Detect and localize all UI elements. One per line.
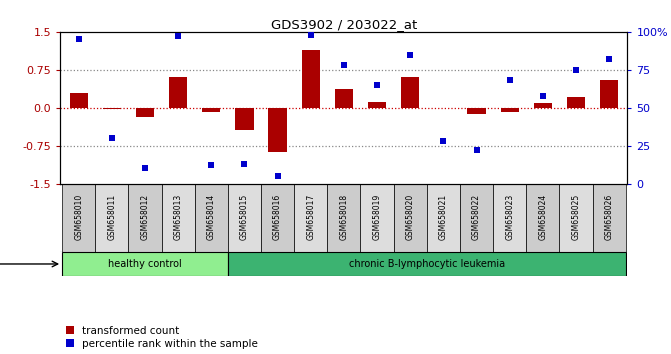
Text: GSM658018: GSM658018	[340, 194, 348, 240]
Bar	[103, 108, 121, 109]
Bar	[368, 102, 386, 108]
Bar	[501, 108, 519, 112]
Bar	[394, 184, 427, 252]
Point	[537, 93, 548, 98]
Bar	[268, 108, 287, 152]
Point	[239, 161, 250, 167]
Text: GSM658020: GSM658020	[406, 194, 415, 240]
Text: GSM658017: GSM658017	[306, 194, 315, 240]
Point	[604, 56, 615, 62]
Bar	[62, 252, 228, 276]
Title: GDS3902 / 203022_at: GDS3902 / 203022_at	[271, 18, 417, 31]
Bar	[294, 184, 327, 252]
Bar	[526, 184, 560, 252]
Bar	[335, 88, 353, 108]
Bar	[427, 184, 460, 252]
Bar	[560, 184, 592, 252]
Text: GSM658022: GSM658022	[472, 194, 481, 240]
Bar	[360, 184, 394, 252]
Text: GSM658016: GSM658016	[273, 194, 282, 240]
Text: GSM658014: GSM658014	[207, 194, 216, 240]
Bar	[600, 80, 618, 108]
Bar	[70, 92, 88, 108]
Bar	[62, 184, 95, 252]
Bar	[236, 108, 254, 131]
Point	[570, 67, 581, 73]
Text: healthy control: healthy control	[108, 259, 182, 269]
Bar	[401, 78, 419, 108]
Point	[172, 34, 183, 39]
Bar	[228, 252, 626, 276]
Text: GSM658013: GSM658013	[174, 194, 183, 240]
Text: chronic B-lymphocytic leukemia: chronic B-lymphocytic leukemia	[349, 259, 505, 269]
Point	[272, 173, 283, 179]
Bar	[567, 97, 585, 108]
Bar	[228, 184, 261, 252]
Bar	[95, 184, 128, 252]
Bar	[327, 184, 360, 252]
Bar	[468, 108, 486, 114]
Text: GSM658021: GSM658021	[439, 194, 448, 240]
Point	[372, 82, 382, 88]
Point	[438, 138, 449, 144]
Point	[505, 78, 515, 83]
Bar	[128, 184, 162, 252]
Text: GSM658025: GSM658025	[572, 194, 580, 240]
Point	[305, 32, 316, 38]
Legend: transformed count, percentile rank within the sample: transformed count, percentile rank withi…	[66, 326, 258, 349]
Text: GSM658012: GSM658012	[140, 194, 150, 240]
Point	[471, 147, 482, 153]
Point	[339, 62, 350, 68]
Bar	[261, 184, 294, 252]
Bar	[592, 184, 626, 252]
Text: GSM658010: GSM658010	[74, 194, 83, 240]
Text: GSM658024: GSM658024	[538, 194, 548, 240]
Bar	[533, 103, 552, 108]
Bar	[169, 78, 187, 108]
Bar	[136, 108, 154, 117]
Bar	[493, 184, 526, 252]
Text: GSM658023: GSM658023	[505, 194, 514, 240]
Bar	[202, 108, 220, 112]
Point	[206, 162, 217, 168]
Text: GSM658015: GSM658015	[240, 194, 249, 240]
Text: GSM658019: GSM658019	[372, 194, 382, 240]
Bar	[162, 184, 195, 252]
Bar	[195, 184, 228, 252]
Text: GSM658011: GSM658011	[107, 194, 116, 240]
Bar	[301, 50, 320, 108]
Point	[107, 135, 117, 141]
Text: GSM658026: GSM658026	[605, 194, 614, 240]
Point	[405, 52, 415, 57]
Point	[140, 166, 150, 171]
Point	[73, 36, 84, 42]
Bar	[460, 184, 493, 252]
